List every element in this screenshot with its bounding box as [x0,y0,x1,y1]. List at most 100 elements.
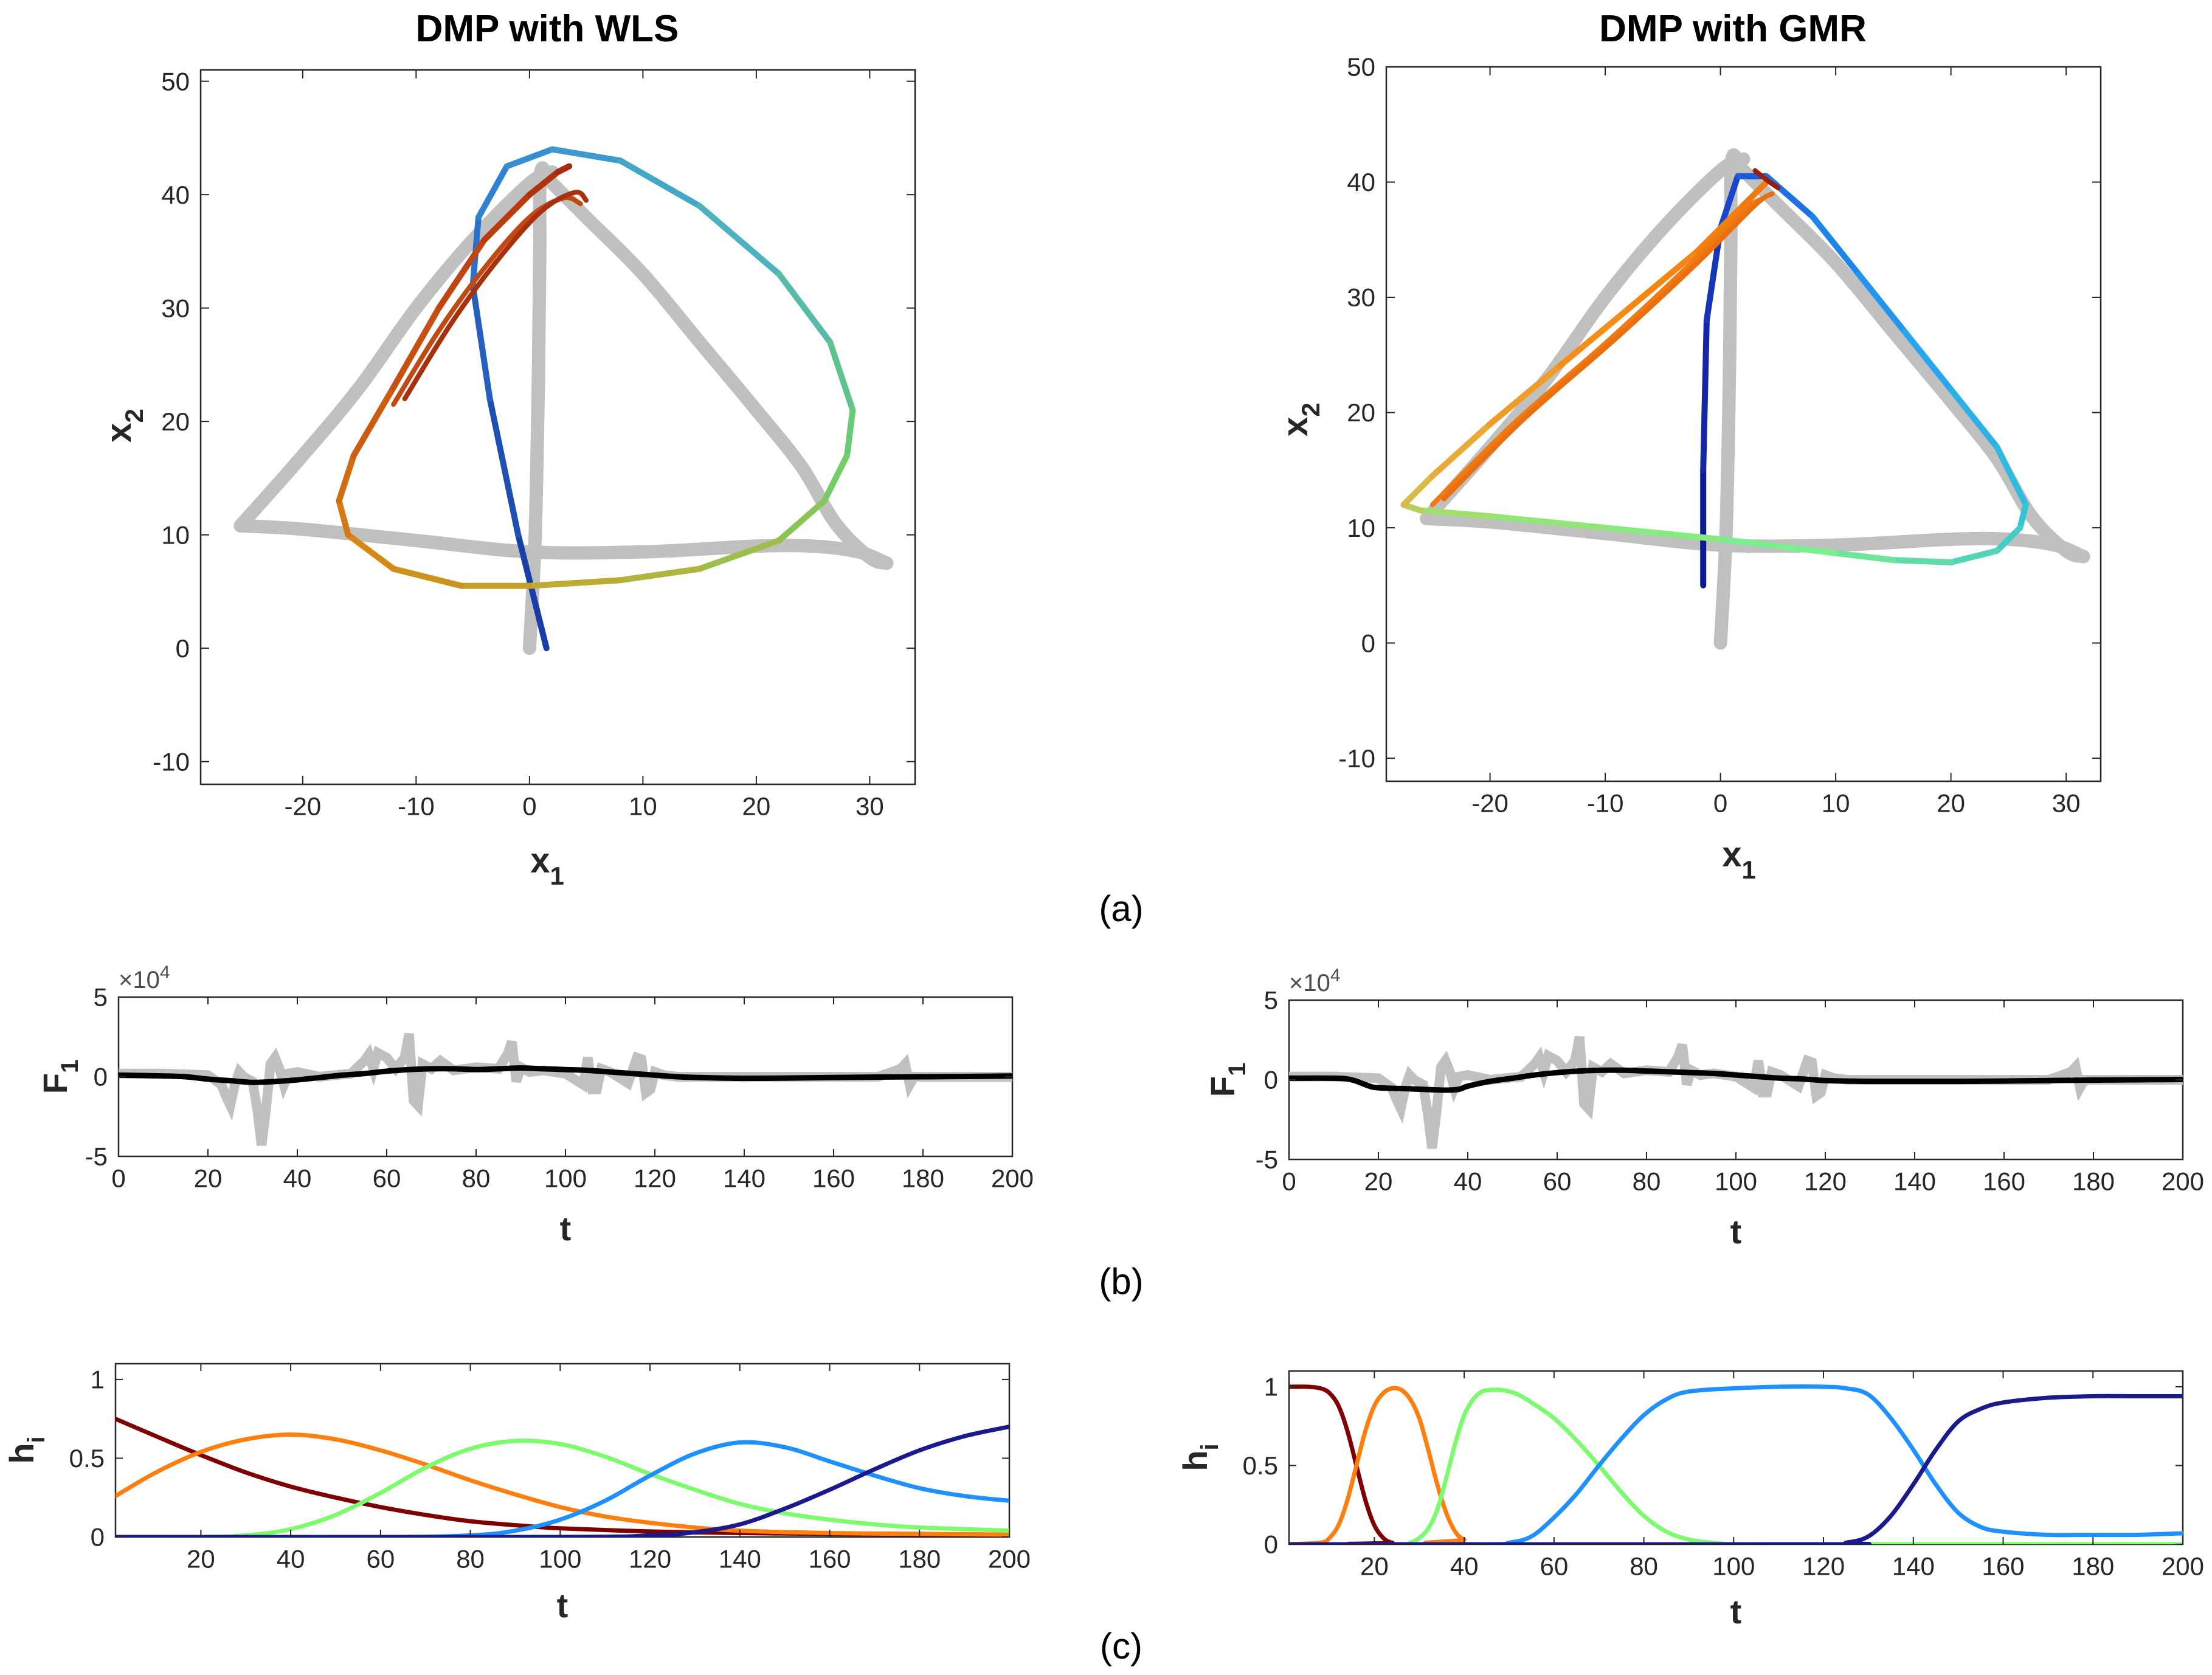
x-tick-label: 140 [1893,1167,1936,1195]
dmp-trajectory-segment [1556,306,1631,370]
dmp-trajectory-segment [549,146,624,164]
y-tick-label: 0.5 [69,1444,105,1473]
axis-exponent-power: 4 [1330,965,1341,986]
dmp-trajectory-segment [435,237,488,311]
y-tick-label: -10 [153,747,190,776]
plot-clip [119,1032,1012,1146]
x-tick-label: 40 [277,1544,305,1573]
x-tick-label: 10 [629,792,657,820]
x-axis-label: t [557,1586,569,1625]
x-tick-label: 80 [1633,1167,1661,1195]
x-tick-label: 180 [2072,1552,2114,1580]
dmp-trajectory-segment [336,497,351,538]
x-tick-label: 100 [1715,1167,1757,1195]
dmp-trajectory-segment [696,202,783,277]
y-axis-label-main: F [36,1073,74,1094]
plot-clip [233,146,894,655]
y-tick-label: 0.5 [1243,1451,1278,1480]
axis-exponent-power: 4 [160,962,170,983]
x-tick-label: -20 [1471,789,1509,817]
y-tick-label: 50 [161,67,190,95]
x-tick-label: 140 [723,1164,766,1192]
dmp-trajectory-segment [1487,513,1609,531]
y-tick-label: -10 [1338,744,1375,773]
y-axis-label-main: h [2,1443,41,1463]
y-tick-label: 30 [1347,283,1375,312]
y-axis-label-main: x [99,423,139,443]
x-tick-label: 100 [1712,1552,1755,1580]
plot-clip [1289,1035,2183,1149]
x-tick-label: 60 [373,1164,401,1192]
kernel-line-h3 [116,1438,1009,1537]
dmp-trajectory-segment [1717,536,1839,556]
x-tick-label: 30 [2052,789,2081,817]
kernel-line-h5 [116,1425,1009,1537]
x-axis-label-sub: 1 [1741,855,1755,884]
x-tick-label: 160 [812,1164,855,1192]
dmp-trajectory-segment [350,384,397,459]
x-tick-label: 0 [1713,789,1727,817]
dmp-trajectory-segment [1700,317,1710,474]
dmp-trajectory-segment [345,531,397,572]
axis-exponent: ×104 [1289,965,1341,996]
dmp-trajectory-segment [1890,557,1954,565]
x-axis-label: x1 [1722,835,1756,884]
y-tick-label: 20 [1347,398,1375,427]
dmp-trajectory-segment [390,305,442,391]
axis-ticks: 20 40 60 80 100 120 140 160 180 200 0 0.5 1 [69,1364,1031,1573]
dmp-trajectory-segment [336,452,357,504]
dmp-trajectory-segment [821,452,851,504]
dmp-trajectory-segment [1487,363,1563,427]
x-tick-label: 60 [366,1544,395,1573]
axis-ticks: -20 -10 0 10 20 30 -10 0 10 20 30 40 50 [1338,53,2101,817]
dmp-trajectory-line [402,190,589,401]
dmp-trajectory-segment [1948,548,2000,565]
force-plot-wls: 0 20 40 60 80 100 120 140 160 180 200-505 ×104 t F… [36,962,1034,1248]
x-tick-label: 0 [522,792,536,820]
y-tick-label: 20 [161,407,190,436]
dmp-trajectory-segment [503,146,556,170]
y-tick-label: 10 [161,520,190,549]
kernel-line-h1 [1289,1384,2183,1544]
x-tick-label: 180 [898,1544,941,1573]
y-tick-label: 0 [176,634,190,663]
x-tick-label: 200 [991,1164,1034,1192]
kernel-plot-wls: 20 40 60 80 100 120 140 160 180 200 0 0.5 1 t hi [2,1362,1031,1625]
x-tick-label: 100 [539,1544,581,1573]
force-plot-gmr: 0 20 40 60 80 100 120 140 160 180 200-505 ×104 t F… [1203,965,2204,1251]
y-tick-label: 0 [94,1063,108,1091]
panel-label-c: (c) [1100,1626,1142,1666]
dmp-trajectory-line [1429,196,1763,508]
kernel-plot-gmr: 20 40 60 80 100 120 140 160 180 200 0 0.5 1 t hi [1176,1370,2204,1631]
plot-clip [116,1417,1009,1537]
panel-label-a: (a) [1099,888,1143,929]
dmp-trajectory-segment [1625,248,1701,312]
x-tick-label: 200 [2162,1552,2204,1580]
dmp-trajectory-segment [486,395,522,538]
dmp-trajectory-segment [1833,550,1896,564]
x-tick-label: 40 [1454,1167,1482,1195]
y-axis-label-sub: 2 [120,409,148,423]
x-tick-label: 20 [1937,789,1965,817]
x-axis-label-main: x [1722,835,1741,874]
x-tick-label: 120 [634,1164,676,1192]
y-axis-label-main: F [1203,1076,1242,1097]
dmp-trajectory-segment [827,339,856,413]
y-axis-label: x2 [99,409,148,443]
dmp-trajectory-segment [1809,213,1862,278]
dmp-trajectory-segment [776,497,828,544]
dmp-trajectory-segment [1994,525,2024,554]
x-tick-label: 140 [1892,1552,1935,1580]
y-tick-label: 1 [1264,1373,1278,1401]
dmp-trajectory-segment [2017,502,2029,531]
y-axis-label-main: h [1176,1450,1214,1471]
x-tick-label: 30 [855,792,884,820]
dmp-trajectory-segment [1994,444,2029,508]
x-axis-label: x1 [530,841,564,890]
y-tick-label: 0 [91,1523,105,1552]
axis-ticks: 0 20 40 60 80 100 120 140 160 180 200-505 [1256,986,2204,1196]
dmp-trajectory-segment [1901,328,1954,393]
kernel-line-h4 [1289,1384,2183,1544]
dmp-trajectory-segment [526,577,624,589]
x-tick-label: 140 [719,1544,761,1573]
